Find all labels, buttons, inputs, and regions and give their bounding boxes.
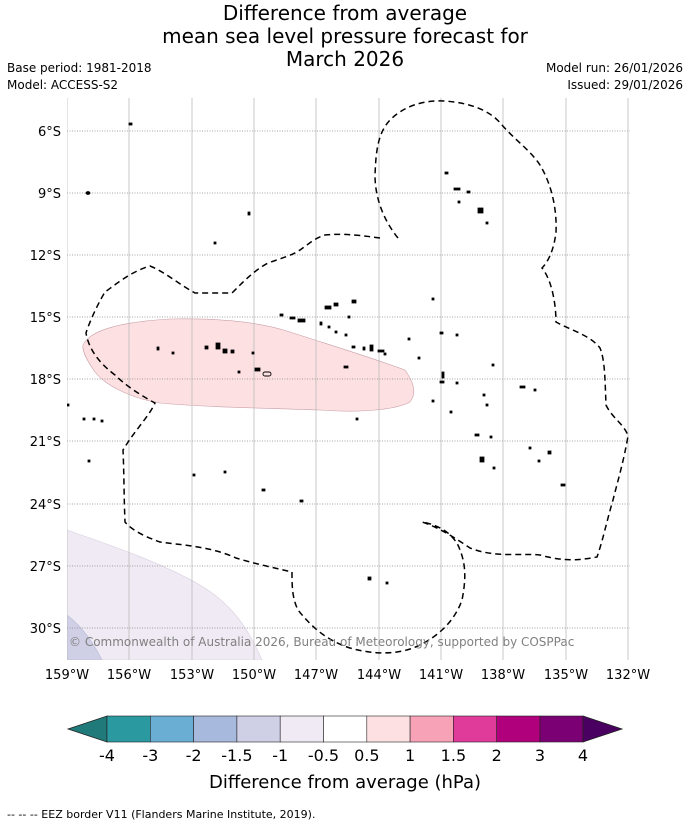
title-line-1: Difference from average bbox=[222, 1, 468, 25]
lat-label: 12°S bbox=[30, 249, 61, 264]
colorbar-tick: -0.5 bbox=[308, 746, 339, 765]
colorbar-segment bbox=[323, 715, 368, 743]
colorbar-tick: 4 bbox=[578, 746, 588, 765]
lon-label: 132°W bbox=[606, 668, 650, 683]
longitude-labels: 159°W 156°W 153°W 150°W 147°W 144°W 141°… bbox=[45, 668, 650, 683]
colorbar-tick: -1.5 bbox=[221, 746, 252, 765]
colorbar-segment bbox=[366, 715, 411, 743]
lat-label: 27°S bbox=[30, 560, 61, 575]
eez-border bbox=[85, 100, 629, 654]
colorbar-tick: -3 bbox=[142, 746, 158, 765]
colorbar-segment bbox=[193, 715, 238, 743]
lat-label: 24°S bbox=[30, 498, 61, 513]
lon-label: 150°W bbox=[232, 668, 276, 683]
negative-anomaly-region-light bbox=[67, 529, 263, 660]
colorbar-title: Difference from average (hPa) bbox=[209, 772, 481, 793]
colorbar-segment bbox=[106, 715, 151, 743]
colorbar-tick: 0.5 bbox=[354, 746, 379, 765]
meta-right: Model run: 26/01/2026 Issued: 29/01/2026 bbox=[546, 60, 683, 94]
base-period: Base period: 1981-2018 bbox=[7, 61, 152, 75]
lon-label: 156°W bbox=[107, 668, 151, 683]
lat-label: 9°S bbox=[38, 187, 61, 202]
meridians bbox=[67, 98, 629, 660]
eez-legend: -- -- -- EEZ border V11 (Flanders Marine… bbox=[7, 808, 316, 821]
map-title: Difference from average mean sea level p… bbox=[0, 2, 690, 71]
colorbar-segment bbox=[453, 715, 497, 743]
lat-label: 6°S bbox=[38, 125, 61, 140]
colorbar-tick: -1 bbox=[272, 746, 288, 765]
colorbar-tick: 1 bbox=[405, 746, 415, 765]
meta-left: Base period: 1981-2018 Model: ACCESS-S2 bbox=[7, 60, 152, 94]
lon-label: 147°W bbox=[294, 668, 338, 683]
island-outline bbox=[262, 371, 272, 377]
lat-label: 30°S bbox=[30, 622, 61, 637]
lat-label: 21°S bbox=[30, 435, 61, 450]
title-line-2: mean sea level pressure forecast for bbox=[162, 24, 528, 48]
colorbar-tick: 3 bbox=[535, 746, 545, 765]
colorbar-extend-low bbox=[66, 715, 108, 743]
map-area: © Commonwealth of Australia 2026, Bureau… bbox=[67, 98, 630, 660]
colorbar-segment bbox=[496, 715, 541, 743]
lon-label: 141°W bbox=[419, 668, 463, 683]
colorbar-tick: 1.5 bbox=[441, 746, 466, 765]
lon-label: 153°W bbox=[170, 668, 214, 683]
colorbar-segment bbox=[279, 715, 324, 743]
colorbar-segment bbox=[236, 715, 281, 743]
colorbar: -4 -3 -2 -1.5 -1 -0.5 0.5 1 1.5 2 3 4 Di… bbox=[66, 715, 624, 793]
issued-date: Issued: 29/01/2026 bbox=[567, 78, 683, 92]
lat-label: 18°S bbox=[30, 373, 61, 388]
lat-label: 15°S bbox=[30, 311, 61, 326]
colorbar-segment bbox=[150, 715, 194, 743]
negative-anomaly-region-dark bbox=[67, 614, 103, 660]
colorbar-tick: -2 bbox=[186, 746, 202, 765]
colorbar-segment bbox=[539, 715, 584, 743]
colorbar-extend-high bbox=[582, 715, 624, 743]
colorbar-tick: -4 bbox=[99, 746, 115, 765]
title-line-3: March 2026 bbox=[285, 47, 405, 71]
positive-anomaly-region bbox=[82, 318, 415, 412]
lon-label: 138°W bbox=[481, 668, 525, 683]
lon-label: 135°W bbox=[544, 668, 588, 683]
islands bbox=[67, 122, 566, 585]
latitude-labels: 6°S 9°S 12°S 15°S 18°S 21°S 24°S 27°S 30… bbox=[30, 125, 61, 637]
model-name: Model: ACCESS-S2 bbox=[7, 78, 119, 92]
colorbar-segment bbox=[409, 715, 454, 743]
copyright-notice: © Commonwealth of Australia 2026, Bureau… bbox=[69, 635, 574, 649]
lon-label: 159°W bbox=[45, 668, 89, 683]
lon-label: 144°W bbox=[357, 668, 401, 683]
model-run: Model run: 26/01/2026 bbox=[545, 61, 683, 75]
colorbar-tick: 2 bbox=[492, 746, 502, 765]
